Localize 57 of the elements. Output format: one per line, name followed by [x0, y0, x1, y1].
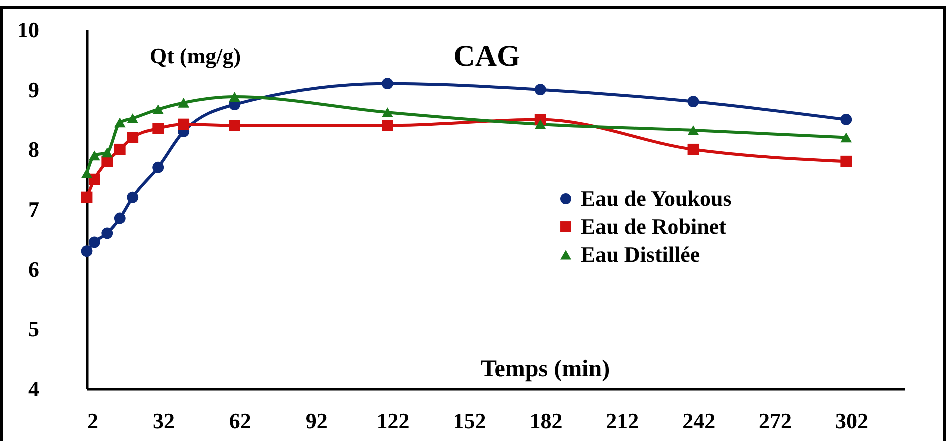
point [152, 162, 164, 174]
point [840, 156, 852, 168]
point [229, 120, 240, 132]
x-tick-label: 122 [376, 408, 410, 434]
point [127, 132, 139, 144]
point [840, 114, 852, 126]
point [102, 156, 114, 168]
x-tick-label: 272 [759, 408, 792, 434]
y-tick-label: 7 [28, 197, 40, 222]
point [81, 168, 93, 179]
point [152, 123, 164, 134]
point [688, 96, 700, 108]
point [178, 98, 190, 108]
point [102, 148, 114, 158]
point [114, 144, 126, 156]
x-tick-label: 32 [152, 408, 175, 434]
point [229, 92, 240, 102]
point [382, 78, 394, 90]
chart-title: CAG [454, 40, 520, 73]
point [127, 114, 139, 124]
point [114, 118, 126, 128]
point [840, 132, 852, 143]
y-tick-label: 10 [18, 18, 40, 42]
point [127, 192, 139, 204]
point [102, 228, 114, 240]
point [114, 212, 126, 224]
x-tick-label: 92 [306, 408, 328, 434]
point [534, 84, 546, 96]
legend-label: Eau de Robinet [581, 214, 728, 239]
x-axis-title: Temps (min) [480, 356, 610, 382]
point [178, 118, 190, 130]
point [152, 104, 164, 115]
x-tick-label: 212 [606, 408, 640, 434]
point [382, 120, 394, 132]
point [88, 236, 100, 248]
y-tick-label: 5 [28, 316, 40, 342]
x-tick-label: 152 [453, 408, 486, 434]
point [88, 150, 100, 161]
x-tick-label: 302 [835, 408, 868, 434]
point [534, 120, 546, 130]
point [81, 246, 93, 258]
y-tick-label: 4 [28, 376, 40, 402]
legend-label: Eau de Youkous [581, 186, 732, 211]
y-axis-title: Qt (mg/g) [150, 44, 242, 68]
point [88, 174, 100, 186]
x-tick-label: 242 [682, 408, 716, 434]
x-tick-label: 2 [88, 408, 98, 434]
y-tick-label: 8 [28, 137, 40, 162]
point [688, 126, 700, 136]
y-tick-label: 9 [28, 77, 40, 102]
legend-label: Eau Distillée [581, 242, 700, 267]
x-tick-label: 62 [229, 408, 252, 434]
point [382, 108, 394, 118]
point [81, 192, 93, 204]
x-tick-label: 182 [530, 408, 563, 434]
y-tick-label: 6 [28, 256, 40, 282]
point [688, 144, 700, 156]
